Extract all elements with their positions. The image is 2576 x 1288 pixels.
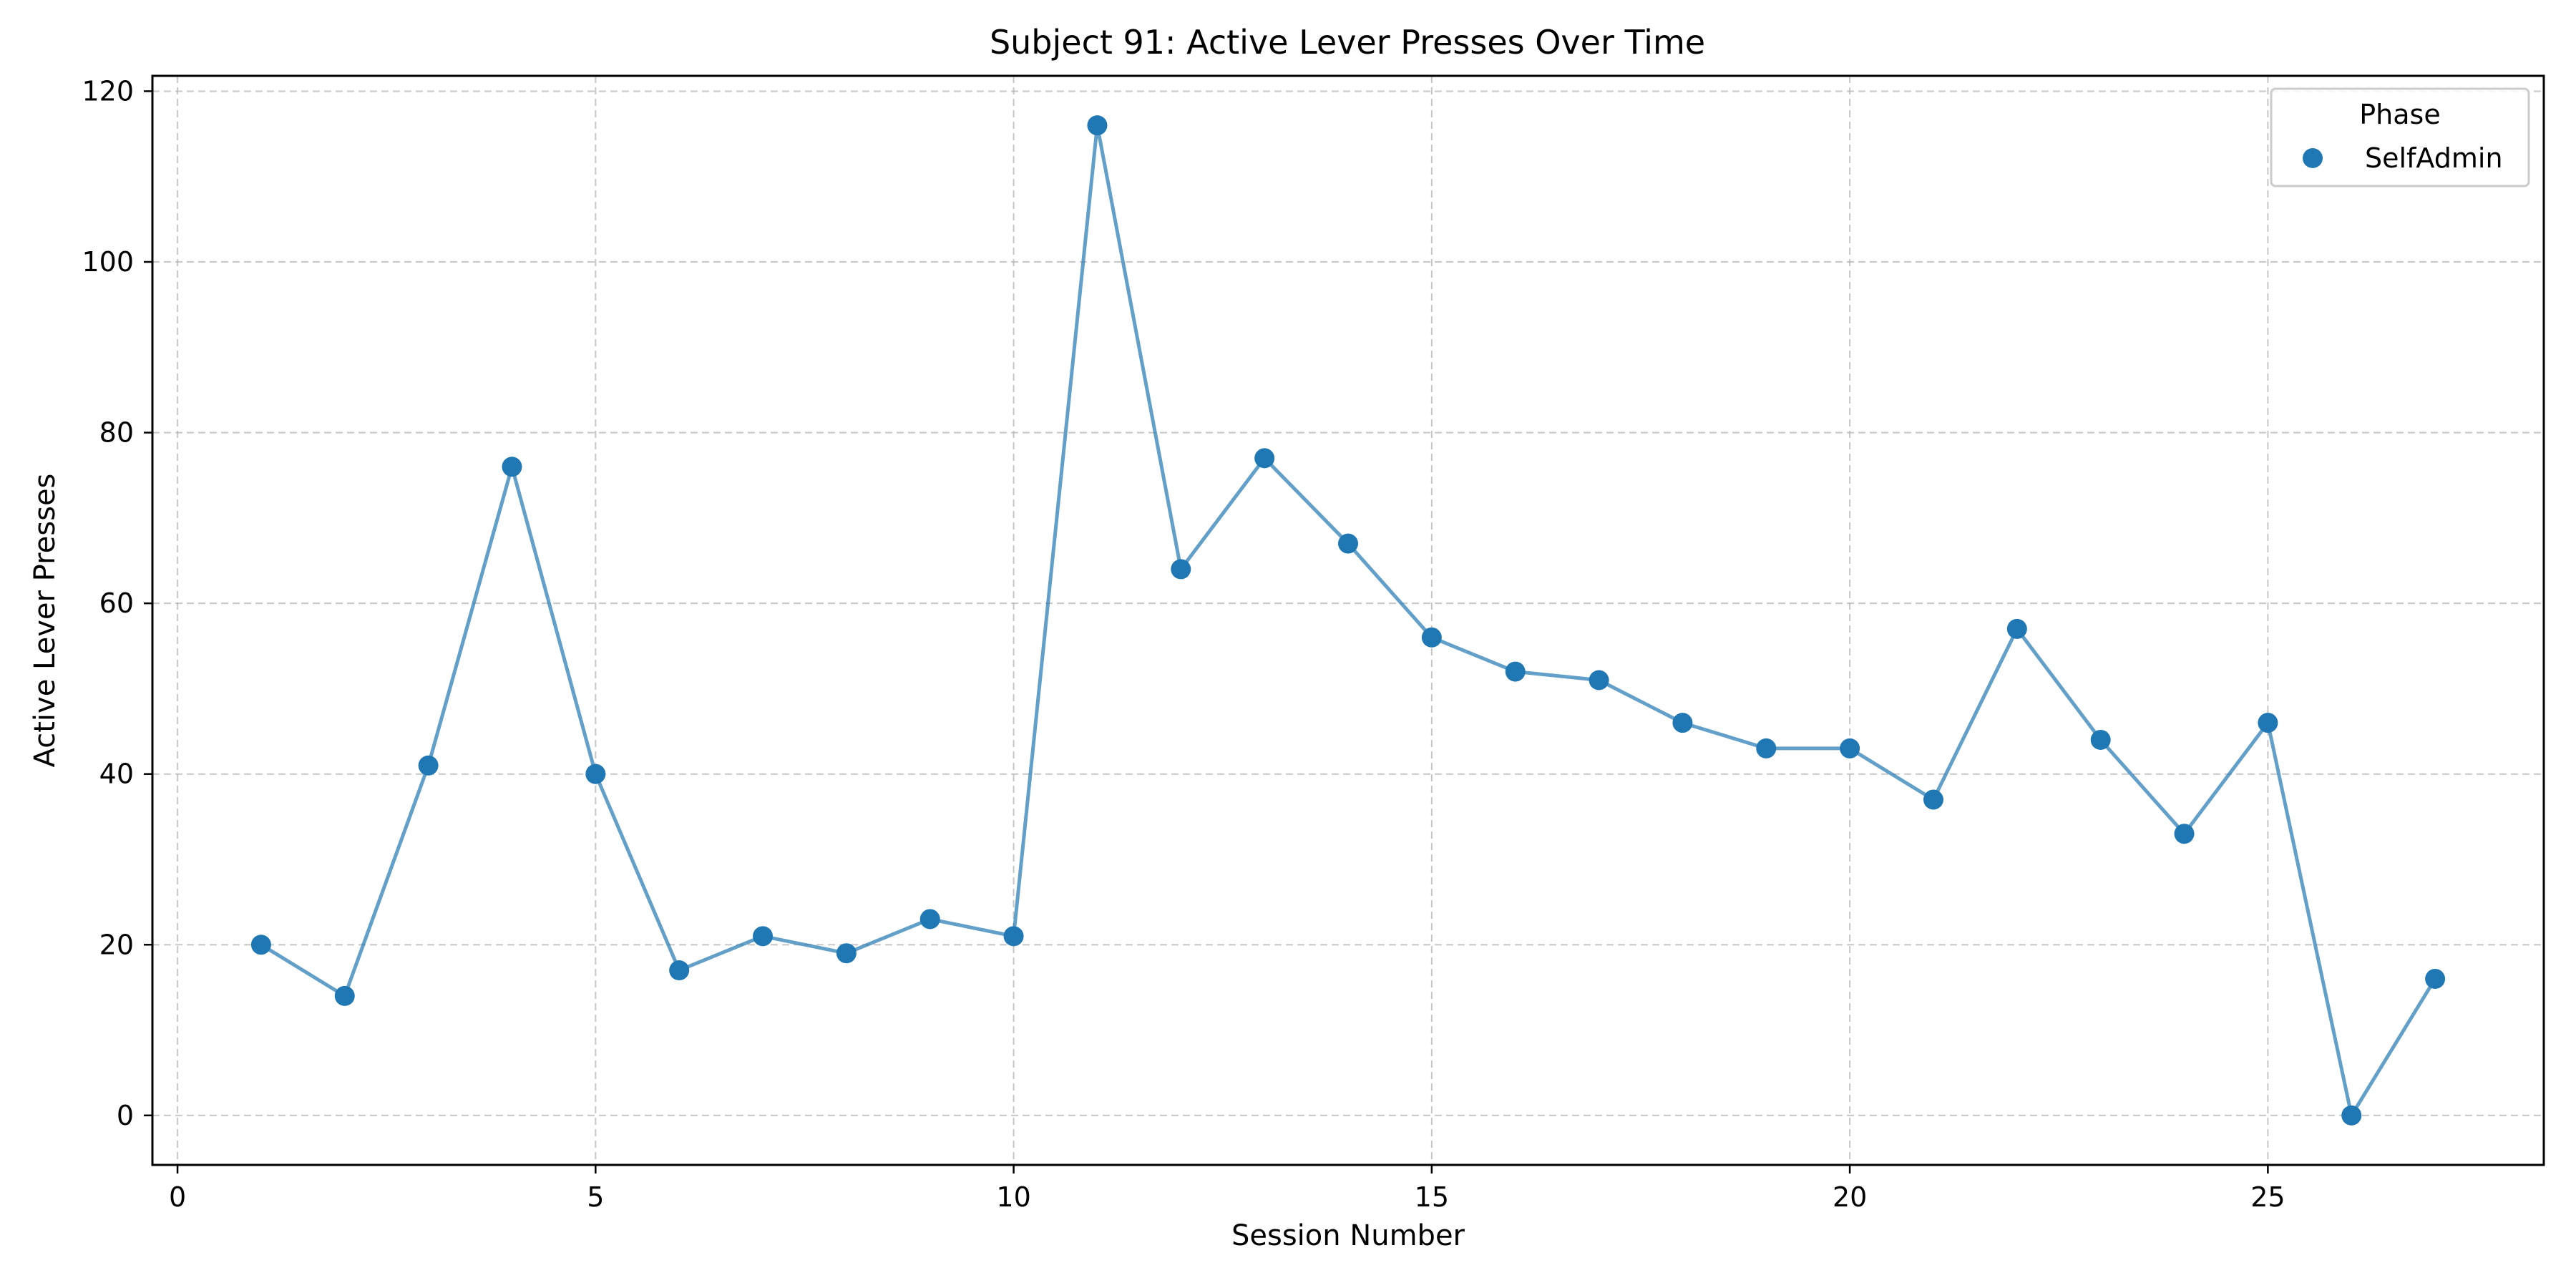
gridlines <box>152 76 2544 1165</box>
data-point <box>1254 448 1275 469</box>
legend-label-selfadmin: SelfAdmin <box>2365 142 2503 174</box>
legend-box <box>2270 87 2530 187</box>
data-point <box>1589 670 1609 691</box>
data-point <box>1171 559 1191 580</box>
data-point <box>669 960 690 981</box>
y-tick-label: 120 <box>82 75 134 107</box>
data-point <box>1087 115 1108 136</box>
data-point <box>1003 926 1024 947</box>
data-point <box>919 909 940 930</box>
x-tick-label: 25 <box>2250 1181 2285 1213</box>
x-tick-label: 5 <box>587 1181 604 1213</box>
y-tick-label: 80 <box>99 417 134 449</box>
data-point <box>2258 713 2278 733</box>
legend: Phase SelfAdmin <box>2270 87 2530 187</box>
data-point <box>1840 738 1860 758</box>
data-point <box>2425 968 2446 989</box>
y-axis-ticks: 0 20 40 60 80 100 120 <box>82 75 152 1131</box>
chart-title: Subject 91: Active Lever Presses Over Ti… <box>990 23 1705 62</box>
series-points <box>250 115 2446 1126</box>
x-tick-label: 0 <box>169 1181 186 1213</box>
data-point <box>418 755 439 776</box>
data-point <box>585 763 606 784</box>
plot-frame <box>151 74 2545 1166</box>
data-point <box>2341 1105 2362 1126</box>
data-point <box>1756 738 1777 758</box>
data-point <box>836 943 857 964</box>
y-tick-label: 60 <box>99 587 134 619</box>
data-point <box>334 985 355 1006</box>
data-point <box>1421 627 1442 648</box>
x-tick-label: 10 <box>996 1181 1030 1213</box>
y-tick-label: 0 <box>117 1100 134 1131</box>
data-point <box>250 935 271 955</box>
x-axis-ticks: 0 5 10 15 20 25 <box>169 1165 2285 1213</box>
x-tick-label: 15 <box>1415 1181 1449 1213</box>
data-point <box>753 926 774 947</box>
data-point <box>2006 618 2027 639</box>
plot-area <box>151 74 2545 1166</box>
x-tick-label: 20 <box>1833 1181 1867 1213</box>
data-point <box>502 457 522 477</box>
legend-title: Phase <box>2359 99 2440 130</box>
plot-background <box>152 76 2544 1165</box>
y-tick-label: 100 <box>82 246 134 278</box>
data-point <box>2174 824 2195 844</box>
data-point <box>1338 533 1358 554</box>
data-point <box>1672 713 1693 733</box>
y-tick-label: 40 <box>99 758 134 790</box>
data-point <box>1923 789 1943 810</box>
y-tick-label: 20 <box>99 929 134 960</box>
y-axis-label: Active Lever Presses <box>29 474 62 768</box>
x-axis-label: Session Number <box>1231 1219 1465 1252</box>
data-point <box>1505 661 1526 682</box>
legend-marker-selfadmin <box>2303 148 2323 168</box>
data-point <box>2090 729 2111 750</box>
